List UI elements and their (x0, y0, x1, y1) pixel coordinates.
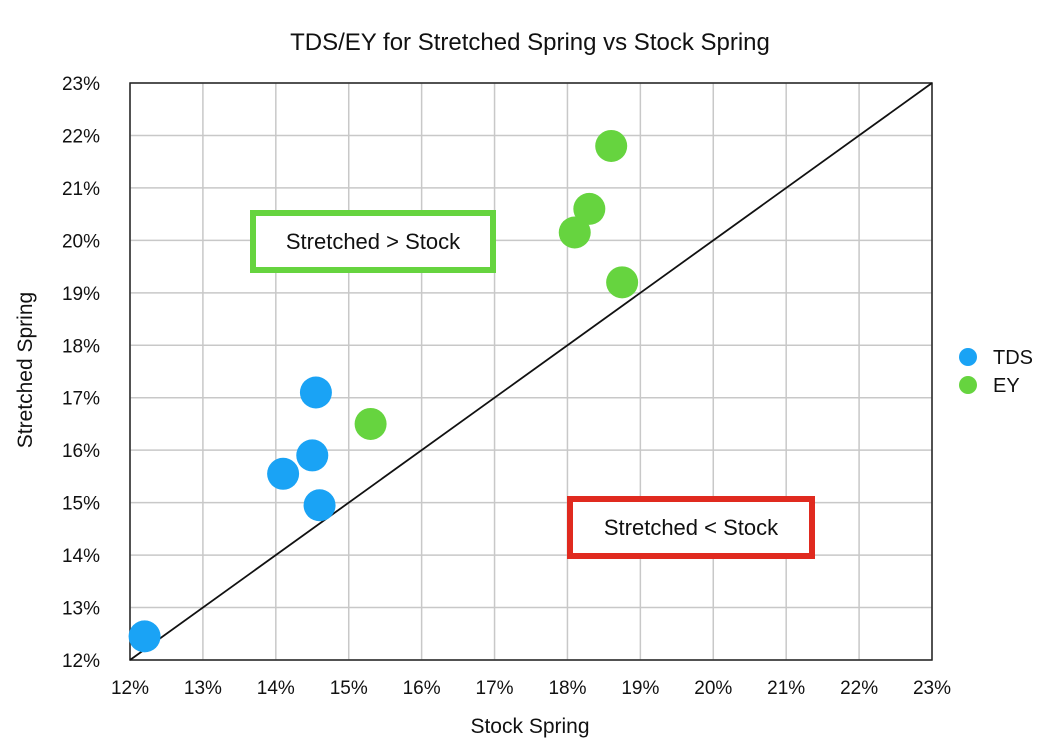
x-tick-label: 23% (913, 678, 951, 699)
chart-title: TDS/EY for Stretched Spring vs Stock Spr… (290, 29, 770, 56)
y-tick-label: 20% (62, 231, 100, 252)
annotation-text: Stretched < Stock (604, 515, 779, 540)
x-axis-ticks: 12% 13% 14% 15% 16% 17% 18% 19% 20% 21% 22% 23% (111, 678, 951, 699)
legend-label-tds: TDS (993, 347, 1033, 369)
y-axis-ticks: 12% 13% 14% 15% 16% 17% 18% 19% 20% 21% 22% 23% (62, 74, 100, 672)
annotation-text: Stretched > Stock (286, 229, 461, 254)
data-point-ey (606, 266, 639, 299)
data-point-tds (128, 620, 161, 653)
annotation-stretched-greater: Stretched > Stock (250, 210, 496, 273)
y-tick-label: 14% (62, 546, 100, 567)
x-tick-label: 15% (330, 678, 368, 699)
x-tick-label: 19% (621, 678, 659, 699)
x-tick-label: 18% (548, 678, 586, 699)
plot-frame (129, 82, 933, 661)
y-tick-label: 16% (62, 441, 100, 462)
y-tick-label: 17% (62, 389, 100, 410)
x-tick-label: 21% (767, 678, 805, 699)
data-point-tds (267, 457, 300, 490)
y-tick-label: 22% (62, 126, 100, 147)
legend: TDS EY (959, 347, 1033, 397)
x-tick-label: 17% (476, 678, 514, 699)
y-axis-label: Stretched Spring (14, 292, 37, 448)
y-tick-label: 12% (62, 651, 100, 672)
data-points (128, 129, 639, 653)
data-point-tds (296, 439, 329, 472)
legend-label-ey: EY (993, 375, 1020, 397)
data-point-ey (558, 216, 591, 249)
data-point-ey (595, 129, 628, 162)
legend-marker-tds (959, 348, 977, 366)
legend-marker-ey (959, 376, 977, 394)
x-tick-label: 16% (403, 678, 441, 699)
x-tick-label: 22% (840, 678, 878, 699)
x-tick-label: 13% (184, 678, 222, 699)
x-tick-label: 14% (257, 678, 295, 699)
y-tick-label: 19% (62, 284, 100, 305)
y-tick-label: 18% (62, 336, 100, 357)
reference-line (129, 82, 933, 661)
data-point-tds (303, 489, 336, 522)
y-tick-label: 21% (62, 179, 100, 200)
y-tick-label: 15% (62, 494, 100, 515)
y-tick-label: 13% (62, 599, 100, 620)
annotation-stretched-less: Stretched < Stock (567, 496, 815, 559)
x-tick-label: 20% (694, 678, 732, 699)
data-point-ey (573, 192, 606, 225)
x-axis-label: Stock Spring (470, 715, 589, 738)
data-point-ey (354, 407, 387, 440)
x-tick-label: 12% (111, 678, 149, 699)
y-tick-label: 23% (62, 74, 100, 95)
data-point-tds (299, 376, 332, 409)
